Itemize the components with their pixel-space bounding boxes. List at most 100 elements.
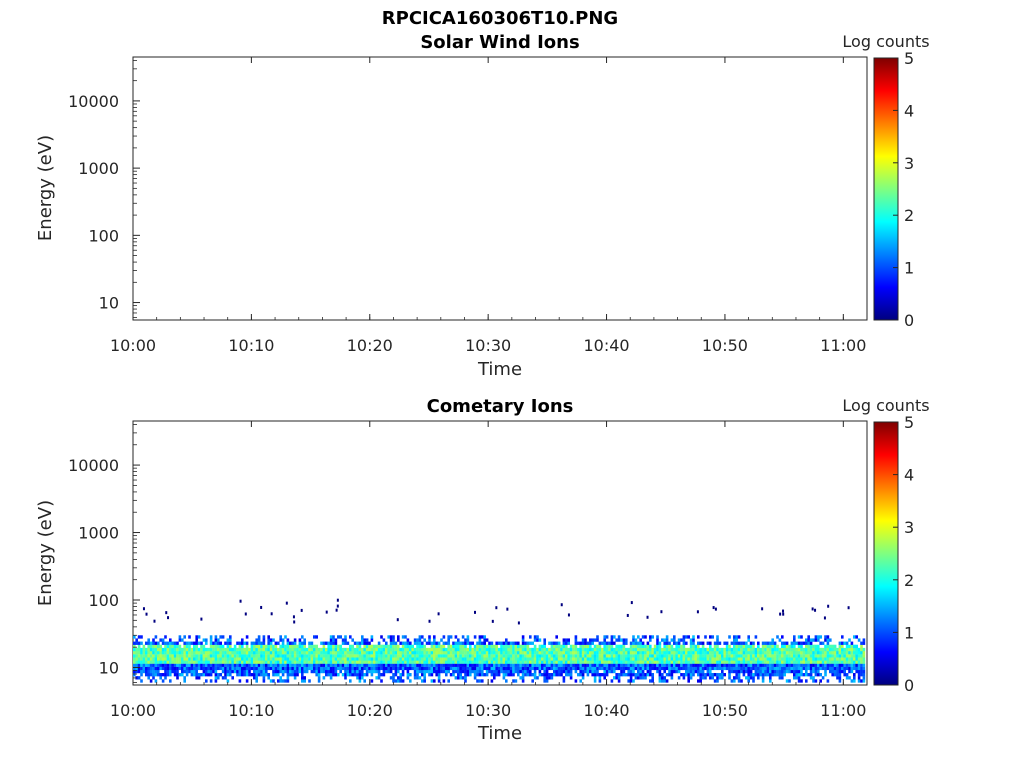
heatmap-cell: [413, 638, 417, 642]
heatmap-cell: [274, 657, 278, 661]
heatmap-cell: [677, 654, 681, 658]
heatmap-cell: [817, 663, 820, 667]
heatmap-cell: [286, 651, 290, 655]
heatmap-cell: [286, 669, 290, 674]
sparse-point: [270, 612, 273, 616]
heatmap-cell: [409, 641, 412, 645]
heatmap-cell: [663, 657, 666, 661]
sparse-point: [495, 606, 498, 610]
heatmap-cell: [805, 651, 808, 655]
heatmap-cell: [445, 657, 448, 661]
heatmap-cell: [824, 663, 827, 667]
heatmap-cell: [788, 679, 791, 683]
heatmap-cell: [457, 647, 460, 652]
heatmap-cell: [231, 654, 234, 658]
heatmap-cell: [385, 654, 388, 658]
heatmap-cell: [368, 644, 371, 649]
heatmap-cell: [245, 660, 249, 664]
heatmap-cell: [555, 666, 558, 671]
heatmap-cell: [490, 657, 494, 661]
heatmap-cell: [233, 666, 237, 671]
heatmap-cell: [608, 660, 611, 664]
heatmap-cell: [685, 666, 688, 671]
heatmap-cell: [610, 654, 614, 658]
heatmap-cell: [190, 673, 194, 677]
heatmap-cell: [509, 641, 513, 645]
heatmap-cell: [853, 663, 856, 667]
heatmap-cell: [776, 666, 779, 671]
heatmap-cell: [476, 647, 479, 652]
heatmap-cell: [329, 660, 333, 664]
heatmap-cell: [735, 663, 738, 667]
heatmap-cell: [661, 673, 664, 677]
heatmap-cell: [689, 638, 693, 642]
heatmap-cell: [478, 647, 482, 652]
heatmap-cell: [305, 669, 309, 674]
heatmap-cell: [857, 673, 861, 677]
heatmap-cell: [737, 676, 741, 680]
heatmap-cell: [250, 663, 254, 667]
heatmap-cell: [826, 647, 830, 652]
heatmap-cell: [771, 669, 774, 674]
heatmap-cell: [284, 635, 287, 639]
heatmap-cell: [567, 663, 570, 667]
heatmap-cell: [519, 676, 522, 680]
heatmap-cell: [800, 651, 803, 655]
x-tick-label: 10:20: [347, 701, 393, 720]
heatmap-cell: [617, 679, 621, 683]
heatmap-cell: [209, 657, 213, 661]
heatmap-cell: [373, 669, 376, 674]
x-axis: 10:00 10:10 10:20 10:30 10:40 10:50 11:00: [110, 421, 868, 720]
heatmap-cell: [346, 673, 350, 677]
heatmap-cell: [399, 654, 402, 658]
heatmap-cell: [452, 654, 455, 658]
heatmap-cell: [464, 654, 467, 658]
heatmap-cell: [533, 651, 537, 655]
heatmap-cell: [567, 666, 570, 671]
heatmap-cell: [589, 669, 592, 674]
heatmap-cell: [286, 638, 290, 642]
heatmap-cell: [236, 666, 239, 671]
heatmap-cell: [149, 657, 153, 661]
heatmap-cell: [313, 660, 316, 664]
heatmap-cell: [783, 669, 786, 674]
heatmap-cell: [469, 654, 472, 658]
heatmap-cell: [236, 673, 239, 677]
heatmap-cell: [313, 651, 316, 655]
heatmap-cell: [221, 654, 225, 658]
heatmap-cell: [176, 644, 179, 649]
heatmap-cell: [589, 666, 592, 671]
heatmap-cell: [205, 669, 208, 674]
heatmap-cell: [349, 657, 352, 661]
heatmap-cell: [190, 663, 194, 667]
heatmap-cell: [286, 644, 290, 649]
heatmap-cell: [361, 669, 364, 674]
heatmap-cell: [202, 660, 206, 664]
heatmap-cell: [358, 676, 362, 680]
heatmap-cell: [658, 673, 662, 677]
heatmap-cell: [740, 657, 743, 661]
heatmap-cell: [716, 641, 719, 645]
heatmap-cell: [538, 638, 542, 642]
heatmap-cell: [728, 676, 731, 680]
heatmap-cell: [269, 651, 273, 655]
heatmap-cell: [572, 654, 575, 658]
heatmap-cell: [656, 651, 659, 655]
heatmap-cell: [625, 651, 628, 655]
heatmap-cell: [173, 647, 177, 652]
heatmap-cell: [572, 666, 575, 671]
heatmap-cell: [370, 644, 374, 649]
heatmap-cell: [406, 644, 410, 649]
heatmap-cell: [368, 663, 371, 667]
heatmap-cell: [838, 679, 842, 683]
heatmap-cell: [651, 657, 654, 661]
heatmap-cell: [245, 657, 249, 661]
heatmap-cell: [257, 635, 261, 639]
heatmap-cell: [452, 644, 455, 649]
heatmap-cell: [521, 669, 525, 674]
heatmap-cell: [653, 666, 657, 671]
heatmap-cell: [500, 654, 503, 658]
heatmap-cell: [224, 673, 227, 677]
heatmap-cell: [596, 651, 599, 655]
